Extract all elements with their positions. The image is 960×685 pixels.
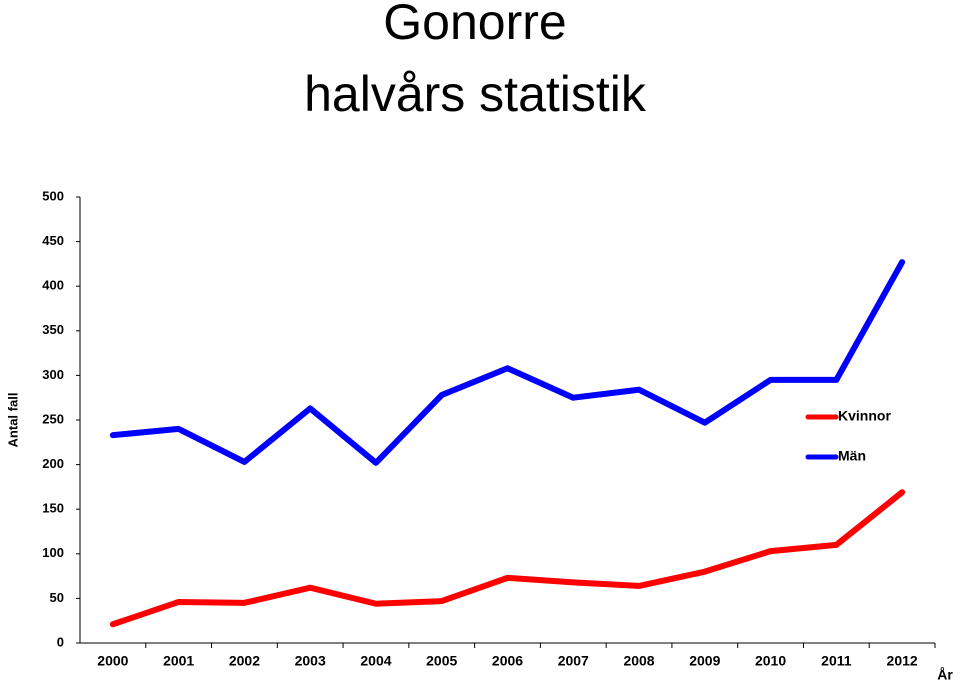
chart-subtitle: halvårs statistik xyxy=(304,66,647,122)
y-tick-label: 0 xyxy=(57,634,64,649)
x-tick-label: 2003 xyxy=(295,653,326,669)
x-tick-label: 2000 xyxy=(97,653,128,669)
x-tick-label: 2004 xyxy=(360,653,391,669)
y-tick-label: 200 xyxy=(42,456,64,471)
line xyxy=(109,259,906,466)
y-tick-label: 100 xyxy=(42,545,64,560)
x-tick-label: 2007 xyxy=(558,653,589,669)
y-tick-label: 300 xyxy=(42,367,64,382)
x-tick-label: 2010 xyxy=(755,653,786,669)
x-tick-label: 2001 xyxy=(163,653,194,669)
line xyxy=(109,489,906,628)
x-axis-label: År xyxy=(937,667,953,683)
y-tick-label: 350 xyxy=(42,322,64,337)
x-tick-label: 2012 xyxy=(887,653,918,669)
x-tick-label: 2009 xyxy=(689,653,720,669)
x-tick-label: 2008 xyxy=(623,653,654,669)
x-tick-label: 2002 xyxy=(229,653,260,669)
y-tick-label: 50 xyxy=(50,590,64,605)
y-tick-label: 250 xyxy=(42,411,64,426)
x-tick-label: 2011 xyxy=(821,653,852,669)
x-tick-label: 2005 xyxy=(426,653,457,669)
x-tick-label: 2006 xyxy=(492,653,523,669)
y-tick-label: 500 xyxy=(42,188,64,203)
chart-title: Gonorre xyxy=(383,0,566,50)
legend-label: Män xyxy=(838,448,866,464)
y-tick-label: 400 xyxy=(42,278,64,293)
y-axis-label: Antal fall xyxy=(5,393,20,448)
legend-label: Kvinnor xyxy=(838,408,891,424)
y-tick-label: 450 xyxy=(42,233,64,248)
y-tick-label: 150 xyxy=(42,501,64,516)
